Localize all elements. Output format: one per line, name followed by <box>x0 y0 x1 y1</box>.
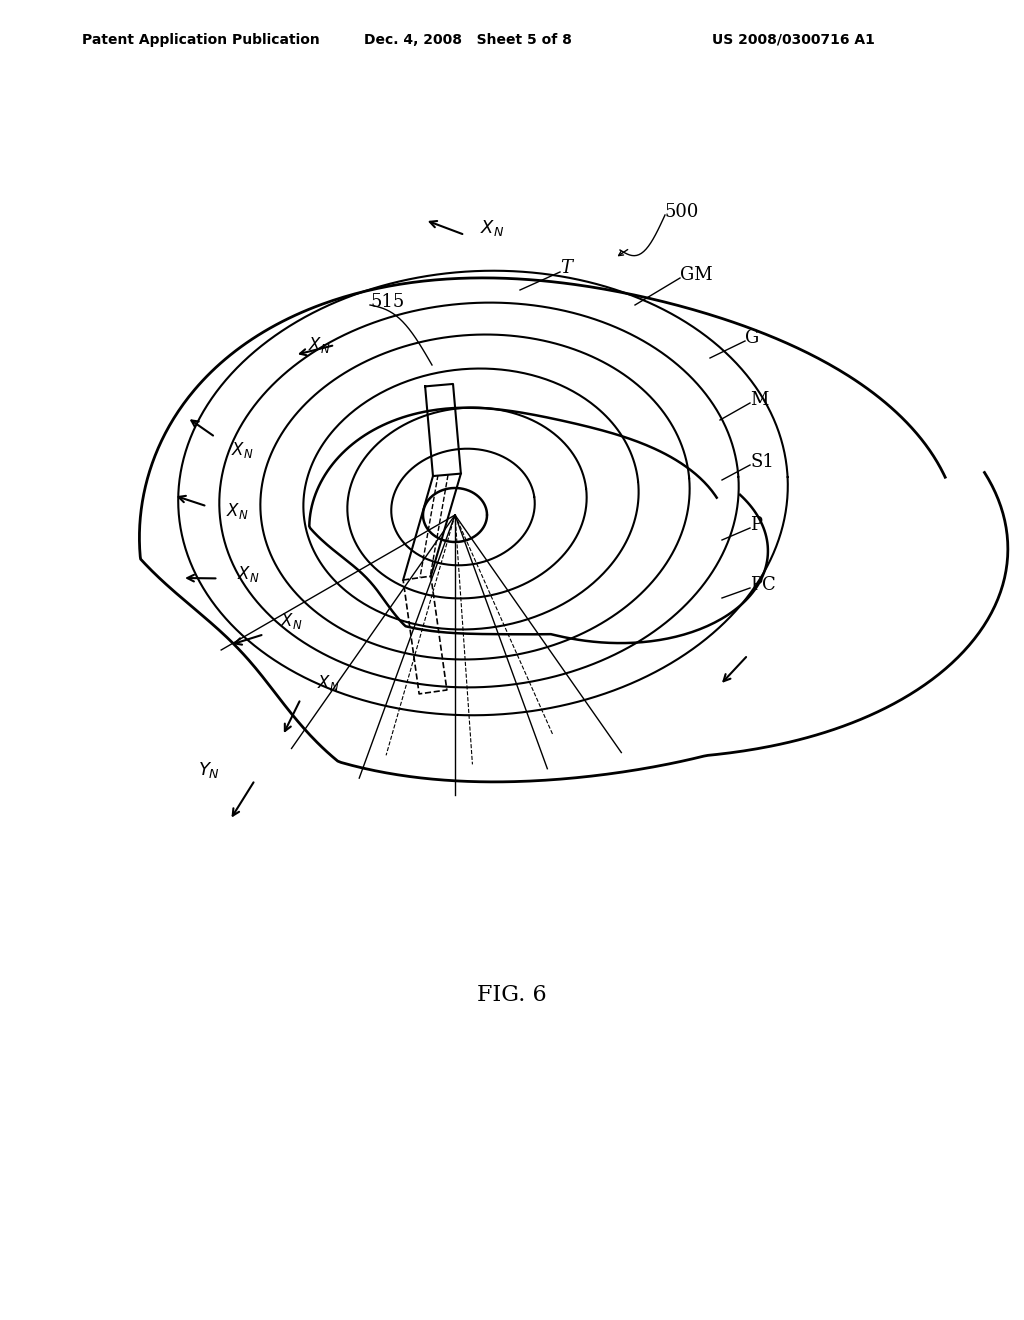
Text: 515: 515 <box>370 293 404 312</box>
Text: P: P <box>750 516 762 535</box>
Text: G: G <box>745 329 759 347</box>
Text: 500: 500 <box>665 203 699 220</box>
Text: $X_N$: $X_N$ <box>238 564 259 585</box>
Text: Patent Application Publication: Patent Application Publication <box>82 33 319 46</box>
Text: $X_N$: $X_N$ <box>281 611 303 631</box>
Text: PC: PC <box>750 576 776 594</box>
Text: M: M <box>750 391 768 409</box>
Text: US 2008/0300716 A1: US 2008/0300716 A1 <box>712 33 874 46</box>
Text: FIG. 6: FIG. 6 <box>477 983 547 1006</box>
Text: $X_N$: $X_N$ <box>225 502 248 521</box>
Text: $X_N$: $X_N$ <box>307 335 330 355</box>
Text: GM: GM <box>680 267 713 284</box>
Text: Dec. 4, 2008   Sheet 5 of 8: Dec. 4, 2008 Sheet 5 of 8 <box>364 33 571 46</box>
Text: $Y_N$: $Y_N$ <box>198 760 220 780</box>
Text: S1: S1 <box>750 453 774 471</box>
Text: T: T <box>560 259 572 277</box>
Text: $X_N$: $X_N$ <box>317 673 340 693</box>
Text: $X_N$: $X_N$ <box>480 218 504 238</box>
Text: $X_N$: $X_N$ <box>231 440 254 461</box>
